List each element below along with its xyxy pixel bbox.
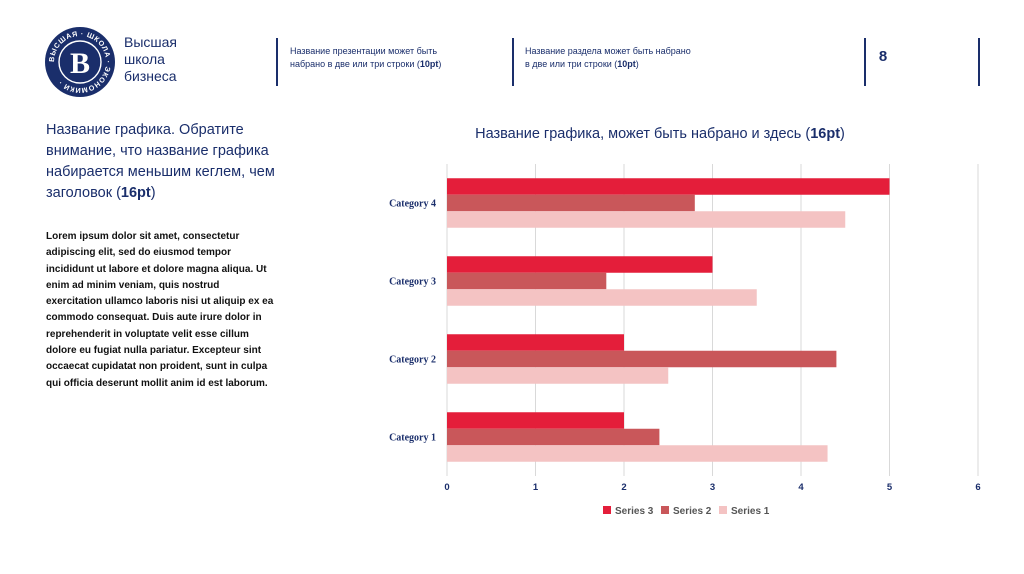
chart-title: Название графика, может быть набрано и з… — [475, 126, 845, 142]
bar — [447, 412, 624, 429]
category-label: Category 3 — [389, 277, 436, 288]
hse-emblem-icon: ВЫСШАЯ · ШКОЛА · ЭКОНОМИКИ · В — [45, 27, 115, 97]
category-label: Category 2 — [389, 355, 436, 366]
logo-line-2: школа — [124, 51, 165, 67]
body-paragraph: Lorem ipsum dolor sit amet, consectetur … — [46, 231, 274, 389]
logo-line-3: бизнеса — [124, 68, 177, 84]
bar — [447, 334, 624, 351]
legend-label: Series 3 — [615, 506, 654, 517]
header-divider-4 — [978, 38, 980, 86]
x-tick-label: 5 — [887, 482, 893, 493]
category-label: Category 1 — [389, 433, 436, 444]
category-label: Category 4 — [389, 199, 436, 210]
x-tick-label: 1 — [533, 482, 539, 493]
bar — [447, 256, 713, 273]
legend-swatch — [661, 506, 669, 514]
x-tick-label: 6 — [975, 482, 980, 493]
x-tick-label: 2 — [621, 482, 626, 493]
left-chart-title: Название графика. Обратите внимание, что… — [46, 122, 275, 201]
logo: ВЫСШАЯ · ШКОЛА · ЭКОНОМИКИ · В Высшая шк… — [44, 26, 204, 98]
bar — [447, 350, 837, 368]
bar — [447, 194, 695, 212]
legend-swatch — [603, 506, 611, 514]
logo-wordmark: Высшая школа бизнеса — [124, 34, 214, 85]
x-tick-label: 4 — [798, 482, 804, 493]
bar — [447, 428, 660, 446]
presentation-title-line-2: набрано в две или три строки (10pt) — [290, 59, 442, 69]
bar — [447, 211, 846, 228]
bar — [447, 367, 669, 384]
logo-line-1: Высшая — [124, 34, 177, 50]
header-divider-2 — [512, 38, 514, 86]
x-tick-label: 3 — [710, 482, 715, 493]
bar — [447, 445, 828, 462]
page-number: 8 — [878, 48, 888, 65]
legend-swatch — [719, 506, 727, 514]
section-title: Название раздела может быть набрано в дв… — [525, 45, 755, 71]
presentation-title: Название презентации может быть набрано … — [290, 45, 500, 71]
header-divider-1 — [276, 38, 278, 86]
bar — [447, 178, 890, 195]
x-tick-label: 0 — [444, 482, 449, 493]
bar — [447, 272, 607, 290]
bar — [447, 289, 757, 306]
legend-label: Series 2 — [673, 506, 712, 517]
svg-text:В: В — [70, 47, 90, 80]
section-title-line-2: в две или три строки (10pt) — [525, 59, 639, 69]
section-title-line-1: Название раздела может быть набрано — [525, 46, 691, 56]
header-divider-3 — [864, 38, 866, 86]
presentation-title-line-1: Название презентации может быть — [290, 46, 438, 56]
legend-label: Series 1 — [731, 506, 770, 517]
